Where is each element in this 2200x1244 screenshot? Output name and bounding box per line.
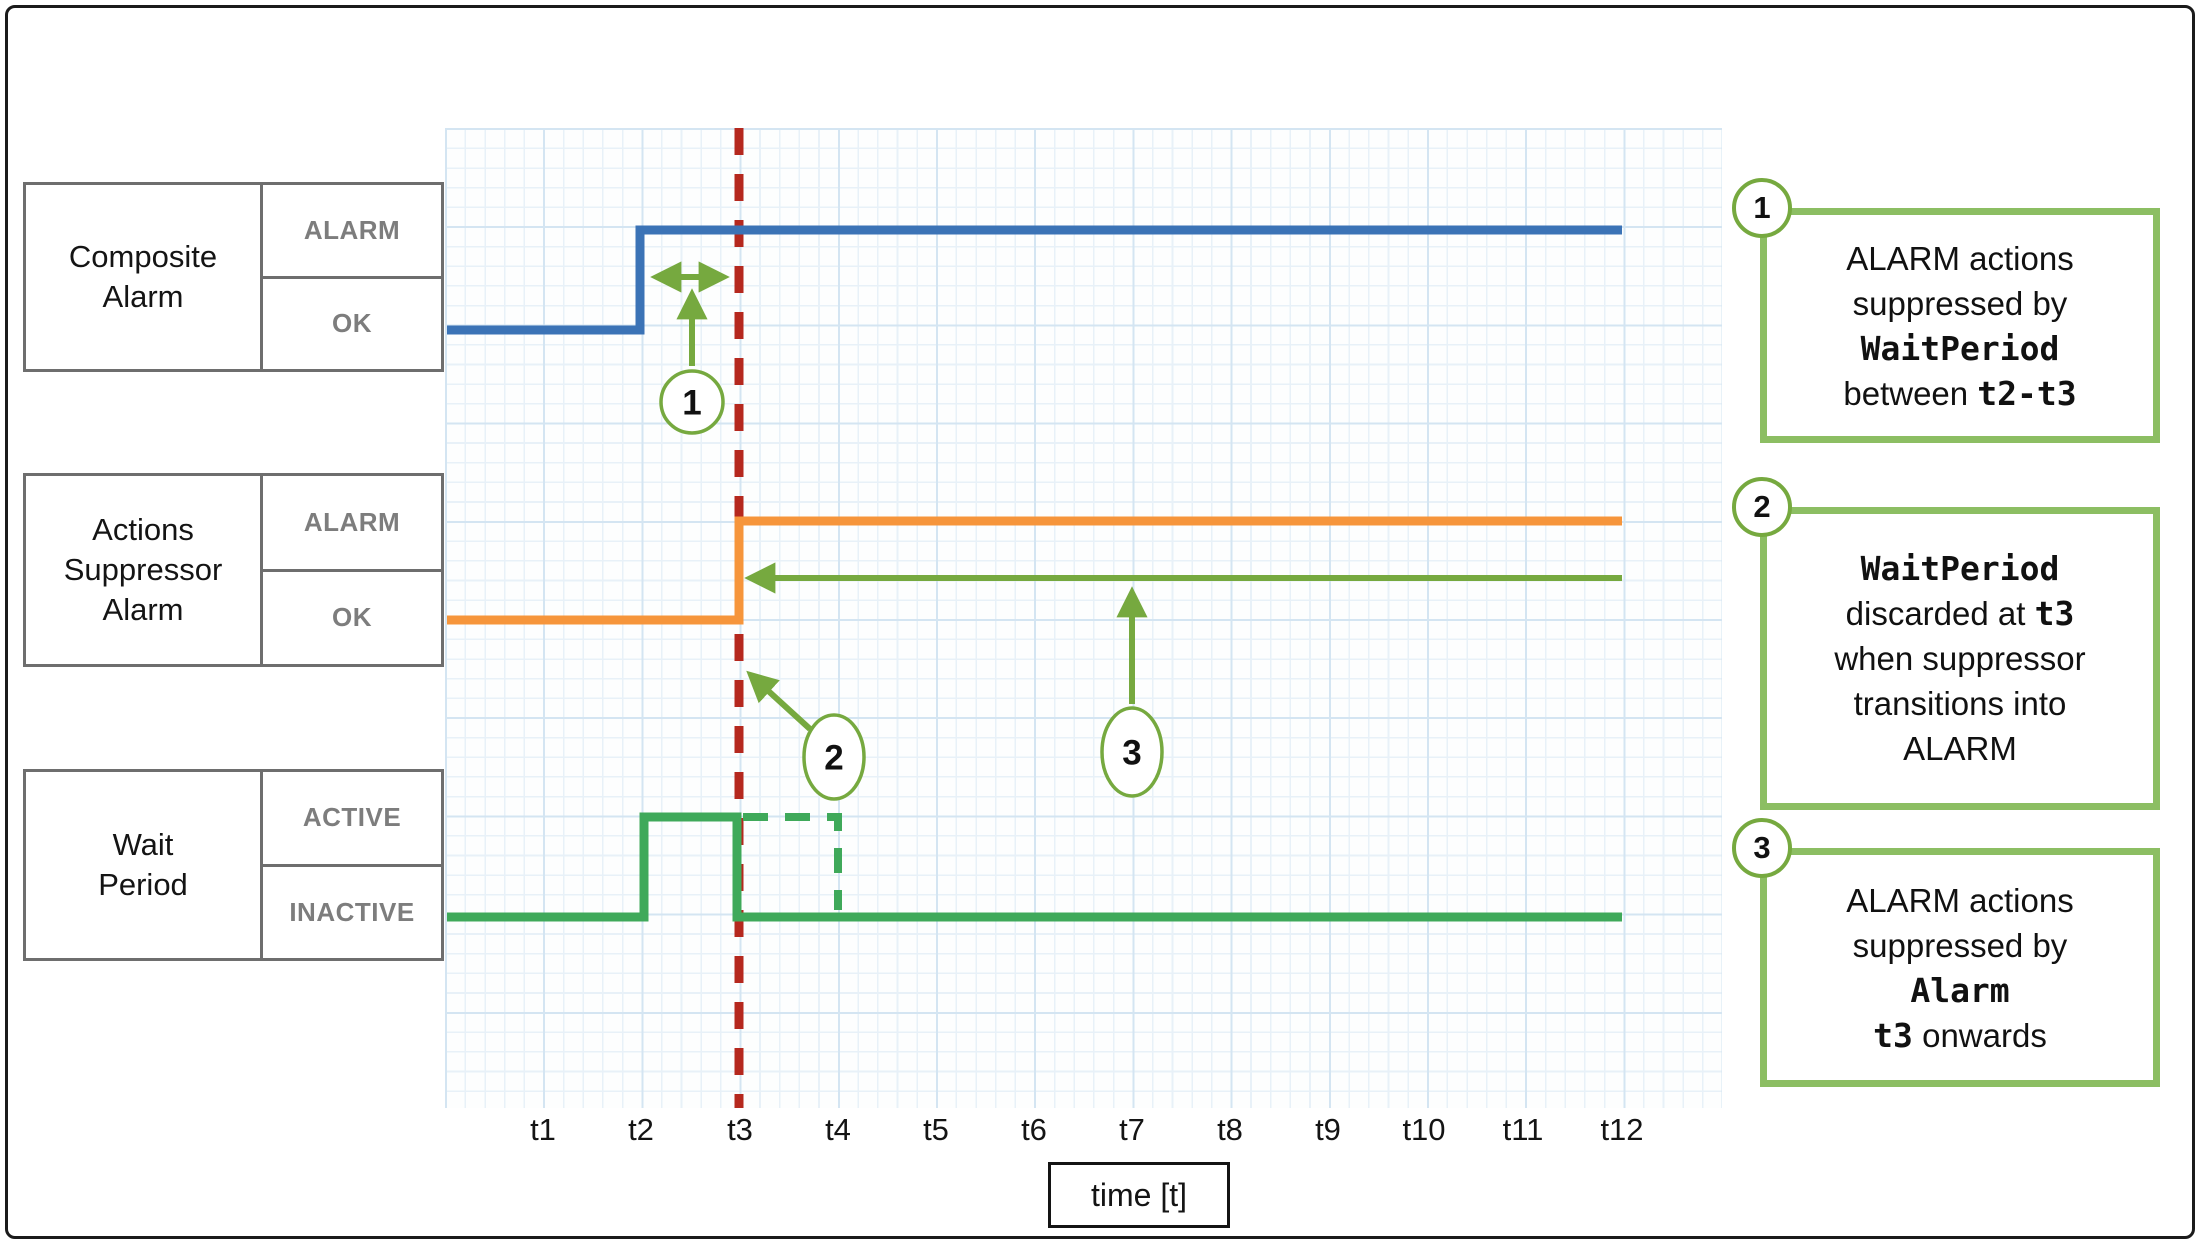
axis-tick-t7: t7 (1119, 1112, 1145, 1147)
row-name-wait-period: Wait Period (26, 772, 263, 958)
axis-tick-t11: t11 (1502, 1112, 1544, 1147)
axis-label-box: time [t] (1048, 1162, 1230, 1228)
note-box-1: ALARM actions suppressed by WaitPeriod b… (1760, 208, 2160, 443)
axis-tick-t2: t2 (628, 1112, 654, 1147)
axis-tick-t6: t6 (1021, 1112, 1047, 1147)
state-label-inactive: INACTIVE (289, 896, 415, 927)
note-line: ALARM (1903, 730, 2017, 767)
note-1-badge: 1 (1732, 178, 1792, 238)
row-box-composite-alarm: Composite Alarm ALARM OK (23, 182, 444, 372)
note-2-badge: 2 (1732, 477, 1792, 537)
note-line: ALARM actions (1846, 239, 2074, 277)
axis-tick-t4: t4 (825, 1112, 851, 1147)
note-line: ALARM actions (1846, 881, 2074, 919)
state-label-alarm: ALARM (263, 185, 441, 279)
axis-tick-t9: t9 (1315, 1112, 1341, 1147)
axis-tick-t8: t8 (1217, 1112, 1243, 1147)
axis-tick-t1: t1 (530, 1112, 556, 1147)
note-line: Alarm (1910, 970, 2010, 1010)
note-line: transitions into (1853, 685, 2067, 722)
state-label-alarm: ALARM (263, 476, 441, 572)
note-box-2: WaitPeriod discarded at t3 when suppress… (1760, 507, 2160, 810)
note-line: suppressed by (1852, 926, 2068, 964)
axis-tick-t5: t5 (923, 1112, 949, 1147)
note-3-badge: 3 (1732, 818, 1792, 878)
axis-tick-t12: t12 (1600, 1112, 1644, 1147)
note-line: discarded at t3 (1845, 594, 2075, 633)
plot-grid (445, 128, 1722, 1108)
row-name-composite-alarm: Composite Alarm (26, 185, 263, 369)
axis-tick-t10: t10 (1402, 1112, 1446, 1147)
note-line: t3 onwards (1873, 1015, 2047, 1055)
state-label-active: ACTIVE (263, 772, 441, 867)
note-line: between t2-t3 (1843, 373, 2077, 413)
state-label-ok: OK (332, 602, 372, 633)
row-box-suppressor-alarm: Actions Suppressor Alarm ALARM OK (23, 473, 444, 667)
note-line: WaitPeriod (1860, 549, 2060, 588)
note-line: suppressed by (1852, 284, 2068, 322)
note-box-3: ALARM actions suppressed by Alarm t3 onw… (1760, 848, 2160, 1087)
note-line: WaitPeriod (1860, 328, 2060, 368)
state-label-ok: OK (332, 308, 372, 339)
note-line: when suppressor (1834, 640, 2086, 677)
row-name-suppressor-alarm: Actions Suppressor Alarm (26, 476, 263, 664)
axis-tick-t3: t3 (727, 1112, 753, 1147)
row-box-wait-period: Wait Period ACTIVE INACTIVE (23, 769, 444, 961)
